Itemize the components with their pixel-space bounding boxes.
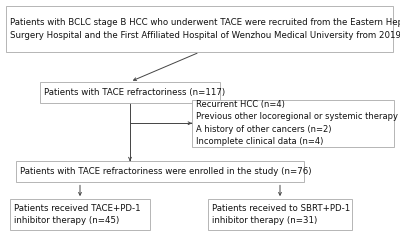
Text: Patients with TACE refractoriness (n=117): Patients with TACE refractoriness (n=117… [44,88,225,97]
Text: Patients received to SBRT+PD-1
inhibitor therapy (n=31): Patients received to SBRT+PD-1 inhibitor… [212,204,350,225]
FancyBboxPatch shape [10,199,150,230]
FancyBboxPatch shape [6,6,393,52]
Text: Patients with TACE refractoriness were enrolled in the study (n=76): Patients with TACE refractoriness were e… [20,167,312,176]
FancyBboxPatch shape [16,161,304,182]
FancyBboxPatch shape [40,82,220,103]
FancyBboxPatch shape [192,100,394,147]
Text: Recurrent HCC (n=4)
Previous other locoregional or systemic therapy (n=31)
A his: Recurrent HCC (n=4) Previous other locor… [196,100,400,146]
Text: Patients received TACE+PD-1
inhibitor therapy (n=45): Patients received TACE+PD-1 inhibitor th… [14,204,141,225]
Text: Patients with BCLC stage B HCC who underwent TACE were recruited from the Easter: Patients with BCLC stage B HCC who under… [10,18,400,40]
FancyBboxPatch shape [208,199,352,230]
